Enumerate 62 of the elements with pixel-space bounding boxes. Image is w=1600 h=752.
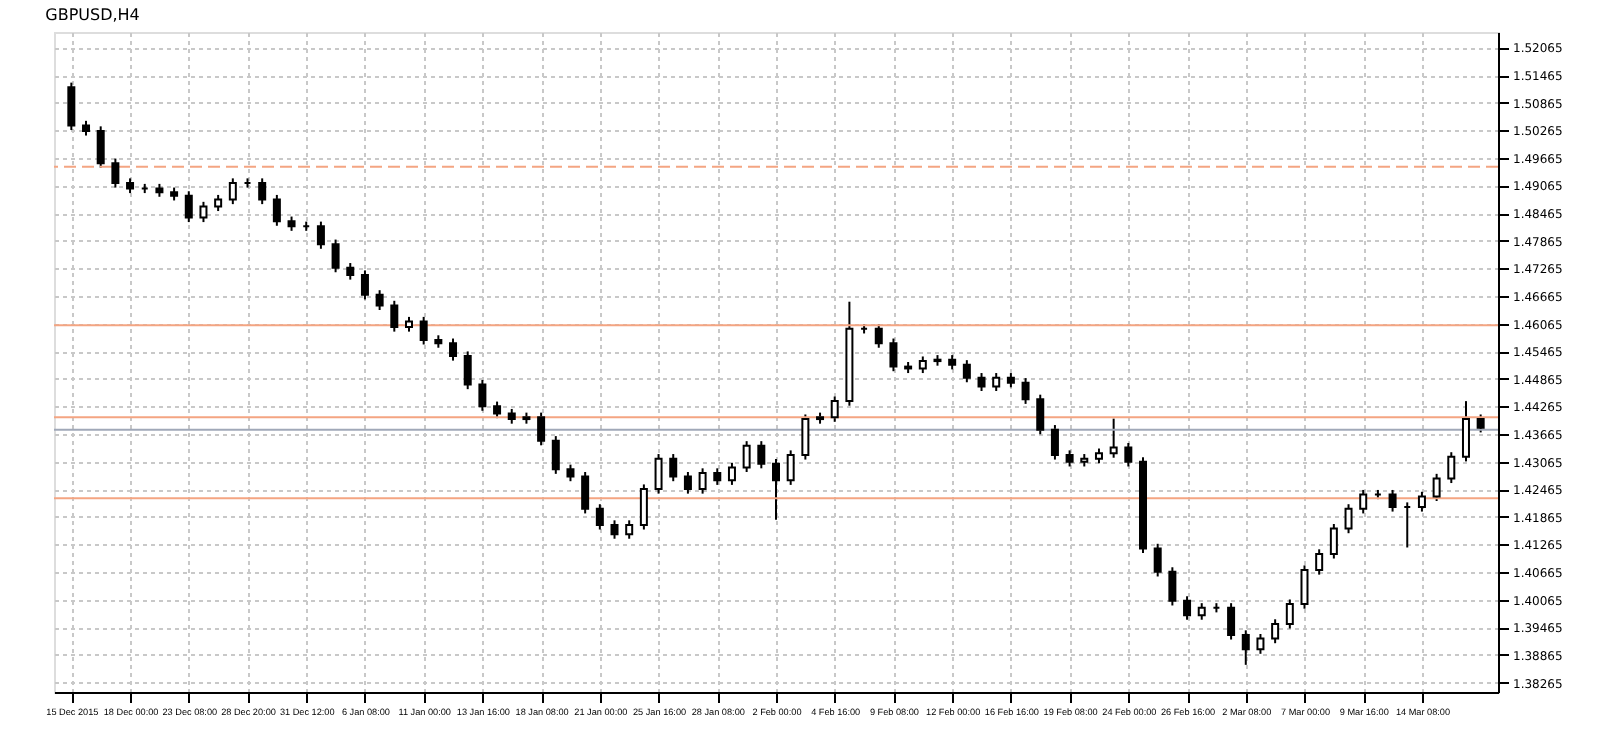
- candlestick: [595, 503, 604, 531]
- candlestick: [1300, 564, 1309, 610]
- candlestick: [228, 177, 237, 206]
- candlestick: [316, 220, 325, 250]
- candlestick: [610, 519, 619, 540]
- candlestick: [1227, 602, 1236, 641]
- candlestick: [331, 238, 340, 274]
- candlestick: [360, 269, 369, 301]
- candlestick: [1461, 400, 1470, 463]
- candlestick: [1050, 424, 1059, 461]
- candlestick: [1241, 629, 1250, 666]
- candlestick: [390, 299, 399, 333]
- candlestick: [581, 471, 590, 515]
- candlestick: [463, 350, 472, 391]
- candlestick: [1124, 442, 1133, 468]
- candlestick: [1183, 595, 1192, 621]
- candlestick: [537, 411, 546, 447]
- candlestick: [419, 315, 428, 346]
- candlestick: [67, 81, 76, 132]
- candlestick: [1388, 488, 1397, 513]
- candlestick: [698, 467, 707, 495]
- chart-title: GBPUSD,H4: [45, 6, 140, 24]
- candlestick: [772, 458, 780, 521]
- candlestick: [1329, 523, 1338, 560]
- candlestick: [1359, 488, 1368, 515]
- candlestick: [111, 157, 120, 189]
- candlestick: [639, 483, 648, 531]
- candlestick: [654, 453, 663, 495]
- candlestick: [962, 359, 971, 384]
- candlestick: [199, 200, 208, 224]
- candlestick: [830, 395, 839, 423]
- candlestick: [1168, 566, 1177, 607]
- candlestick: [1315, 548, 1324, 576]
- candlestick: [1271, 618, 1280, 645]
- candlestick: [801, 413, 810, 461]
- candlestick: [1021, 377, 1030, 405]
- candlestick: [1432, 472, 1441, 502]
- candlestick: [478, 378, 487, 412]
- candlestick: [742, 440, 751, 473]
- candlestick: [1153, 542, 1162, 578]
- candlestick: [669, 453, 678, 483]
- candlestick: [683, 471, 692, 495]
- candlestick: [757, 440, 766, 470]
- candlestick: [1256, 633, 1265, 655]
- candlestick: [1447, 451, 1456, 485]
- candlestick: [375, 289, 384, 311]
- candlestick: [625, 519, 634, 540]
- candlestick: [272, 193, 281, 227]
- candlestick: [1417, 490, 1426, 513]
- candlestick: [1109, 417, 1118, 459]
- candlestick: [727, 461, 736, 486]
- candlestick: [96, 125, 105, 169]
- candlestick: [258, 177, 267, 206]
- candlestick: [184, 190, 193, 224]
- candlestick: [1285, 598, 1294, 630]
- candlestick: [551, 435, 560, 475]
- candlestick: [786, 449, 795, 486]
- candlestick: [449, 337, 458, 362]
- candlestick: [1036, 393, 1045, 436]
- candlestick: [1344, 503, 1353, 535]
- candlestick: [889, 337, 898, 373]
- candlestick: [874, 323, 883, 349]
